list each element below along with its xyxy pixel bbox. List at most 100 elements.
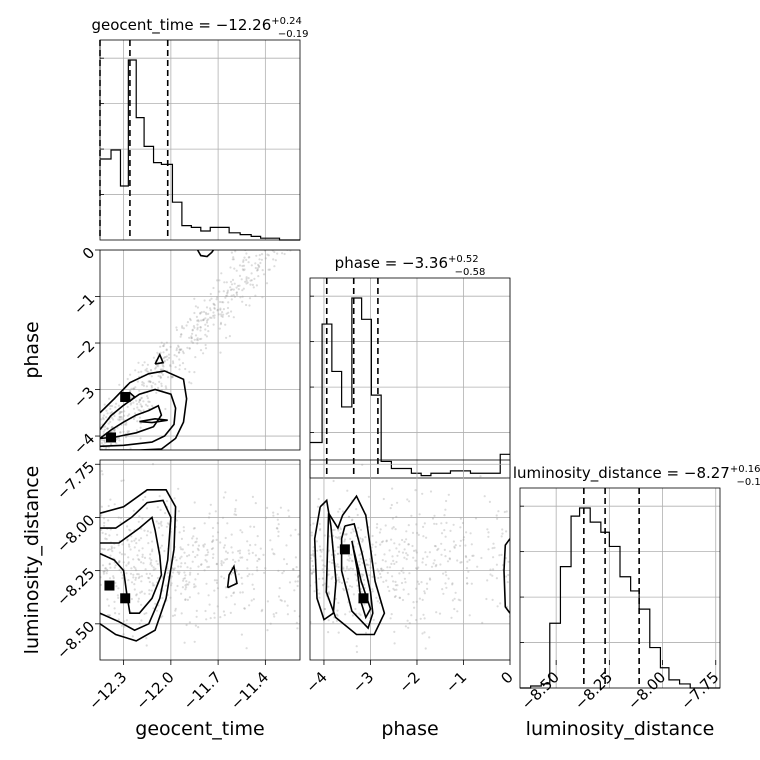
sample-point xyxy=(443,529,446,532)
sample-point xyxy=(62,556,64,558)
sample-point xyxy=(120,418,124,421)
sample-point xyxy=(140,619,143,622)
sample-point xyxy=(423,631,426,634)
sample-point xyxy=(384,560,387,563)
sample-point xyxy=(358,554,361,557)
sample-point xyxy=(204,609,207,613)
sample-point xyxy=(401,598,405,602)
sample-point xyxy=(348,516,351,519)
sample-point xyxy=(393,562,396,566)
sample-point xyxy=(487,548,490,551)
sample-point xyxy=(385,540,388,543)
sample-point xyxy=(421,632,424,635)
sample-point xyxy=(259,547,262,550)
sample-point xyxy=(424,647,427,650)
sample-point xyxy=(303,542,305,544)
sample-point xyxy=(404,581,407,584)
sample-point xyxy=(293,509,295,511)
sample-point xyxy=(213,306,216,310)
sample-point xyxy=(143,529,146,532)
sample-point xyxy=(374,562,377,565)
sample-point xyxy=(300,522,302,524)
sample-point xyxy=(178,368,181,371)
sample-point xyxy=(336,579,339,582)
sample-point xyxy=(266,582,268,584)
sample-point xyxy=(339,526,342,529)
sample-point xyxy=(128,413,131,416)
sample-point xyxy=(251,551,254,555)
sample-point xyxy=(425,536,428,539)
sample-point xyxy=(157,386,160,389)
sample-point xyxy=(264,516,268,519)
sample-point xyxy=(206,553,209,556)
sample-point xyxy=(154,602,157,605)
sample-point xyxy=(229,286,232,289)
sample-point xyxy=(104,567,107,570)
sample-point xyxy=(371,575,374,579)
sample-point xyxy=(430,565,434,568)
sample-point xyxy=(127,579,130,582)
sample-point xyxy=(127,543,131,546)
sample-point xyxy=(150,574,154,577)
sample-point xyxy=(110,430,113,433)
sample-point xyxy=(166,522,169,525)
sample-point xyxy=(316,549,319,552)
sample-point xyxy=(296,584,299,588)
sample-point xyxy=(286,234,288,236)
sample-point xyxy=(172,362,175,365)
sample-point xyxy=(129,447,132,450)
sample-point xyxy=(415,567,418,570)
sample-point xyxy=(407,543,410,546)
sample-point xyxy=(352,530,355,533)
ytick-label-luminosity_distance-3: −7.75 xyxy=(53,458,98,503)
histogram-phase xyxy=(310,297,510,477)
sample-point xyxy=(204,317,207,320)
sample-point xyxy=(252,598,255,601)
sample-point xyxy=(149,561,152,564)
sample-point xyxy=(268,234,270,236)
sample-point xyxy=(185,623,188,627)
sample-point xyxy=(429,578,432,581)
sample-point xyxy=(246,558,249,561)
sample-point xyxy=(371,543,374,546)
sample-point xyxy=(405,552,408,555)
sample-point xyxy=(212,286,215,290)
sample-point xyxy=(380,567,383,570)
sample-point xyxy=(179,557,182,560)
sample-point xyxy=(209,617,212,620)
sample-point xyxy=(422,535,425,538)
sample-point xyxy=(62,558,64,560)
sample-point xyxy=(160,368,163,371)
sample-point xyxy=(128,545,131,548)
sample-point xyxy=(170,582,173,585)
scatter-cloud-luminosity_distance_vs_phase xyxy=(266,463,510,654)
sample-point xyxy=(423,592,426,595)
sample-point xyxy=(256,535,259,538)
sample-point xyxy=(335,565,338,568)
sample-point xyxy=(274,259,277,262)
sample-point xyxy=(258,258,261,261)
sample-point xyxy=(143,592,146,595)
sample-point xyxy=(469,532,472,535)
sample-point xyxy=(281,216,283,218)
sample-point xyxy=(323,582,326,585)
sample-point xyxy=(105,416,108,419)
sample-point xyxy=(263,242,265,244)
sample-point xyxy=(199,326,202,329)
sample-point xyxy=(150,375,153,378)
sample-point xyxy=(184,598,187,602)
sample-point xyxy=(193,326,196,329)
sample-point xyxy=(111,425,114,428)
sample-point xyxy=(451,599,454,602)
sample-point xyxy=(130,535,133,538)
sample-point xyxy=(369,557,372,561)
sample-point xyxy=(212,539,215,542)
sample-point xyxy=(215,579,218,582)
sample-point xyxy=(174,607,177,611)
sample-point xyxy=(452,540,455,543)
sample-point xyxy=(143,556,147,560)
sample-point xyxy=(358,560,361,563)
sample-point xyxy=(206,324,209,328)
sample-point xyxy=(141,553,144,556)
